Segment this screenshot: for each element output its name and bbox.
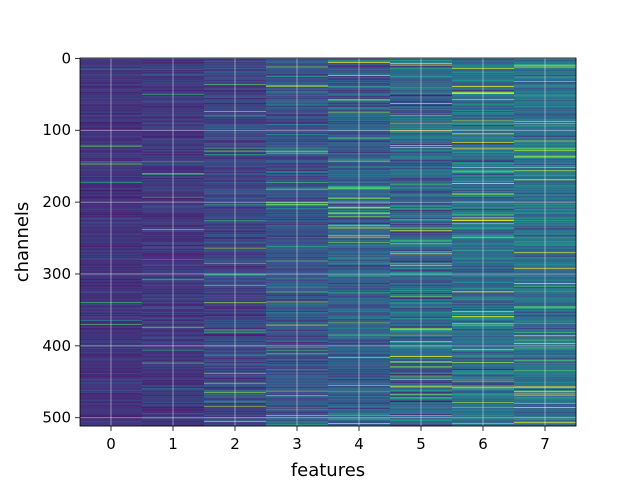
heatmap-cells: [80, 58, 577, 427]
y-axis-label: channels: [12, 202, 33, 283]
y-tick-label: 0: [61, 49, 71, 67]
x-tick-label: 3: [292, 435, 302, 453]
x-tick-label: 7: [540, 435, 550, 453]
x-tick-label: 5: [416, 435, 426, 453]
y-tick-label: 300: [42, 265, 71, 283]
y-tick-label: 200: [42, 193, 71, 211]
x-tick-label: 0: [106, 435, 116, 453]
x-tick-label: 2: [230, 435, 240, 453]
plot-area: [79, 57, 577, 427]
axes-frame: [79, 57, 577, 427]
x-tick-label: 6: [478, 435, 488, 453]
y-tick-label: 500: [42, 409, 71, 427]
gridlines: [80, 57, 576, 426]
x-tick-label: 4: [354, 435, 364, 453]
x-axis-label: features: [291, 460, 365, 480]
y-tick-label: 100: [42, 121, 71, 139]
x-axis-ticks: 0 1 2 3 4 5 6 7: [106, 426, 550, 453]
x-tick-label: 1: [168, 435, 178, 453]
y-tick-label: 400: [42, 337, 71, 355]
y-axis-ticks: 0 100 200 300 400 500: [42, 49, 80, 427]
